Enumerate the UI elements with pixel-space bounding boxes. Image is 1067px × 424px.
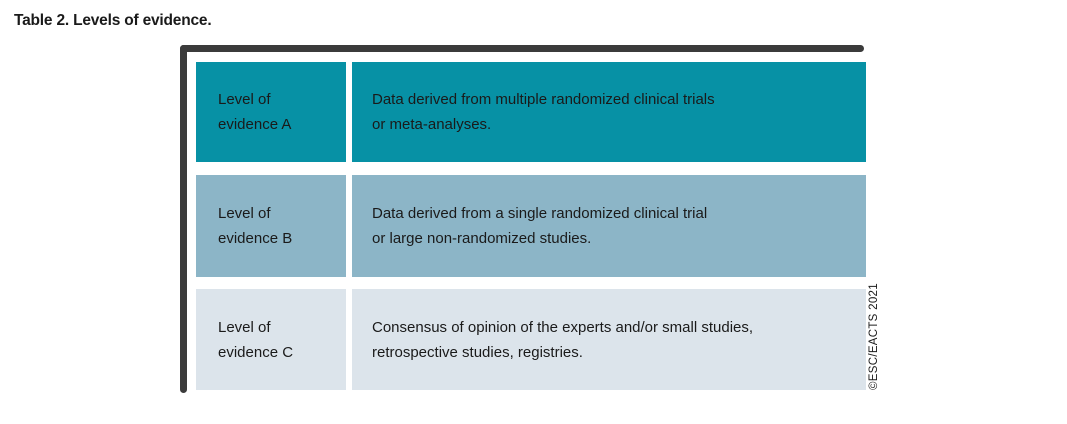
description-text-a: Data derived from multiple randomized cl… [372,91,715,133]
levels-of-evidence-table: Level of evidence A Data derived from mu… [196,62,866,390]
level-label-c: Level of evidence C [218,318,294,361]
description-text-c: Consensus of opinion of the experts and/… [372,318,754,361]
table-caption: Table 2. Levels of evidence. [14,12,212,29]
table-frame-top-border [180,45,864,52]
level-cell-c: Level of evidence C [196,289,346,390]
description-cell-a: Data derived from multiple randomized cl… [352,62,866,162]
description-cell-b: Data derived from a single randomized cl… [352,175,866,277]
level-label-a: Level of evidence A [218,91,292,133]
table-row-evidence-a: Level of evidence A Data derived from mu… [196,62,866,162]
table-frame-left-border [180,45,187,393]
description-cell-c: Consensus of opinion of the experts and/… [352,289,866,390]
description-text-b: Data derived from a single randomized cl… [372,205,708,247]
table-row-evidence-c: Level of evidence C Consensus of opinion… [196,289,866,390]
table-row-evidence-b: Level of evidence B Data derived from a … [196,175,866,277]
copyright-notice: ©ESC/EACTS 2021 [868,283,880,390]
level-cell-b: Level of evidence B [196,175,346,277]
level-label-b: Level of evidence B [218,205,293,247]
level-cell-a: Level of evidence A [196,62,346,162]
